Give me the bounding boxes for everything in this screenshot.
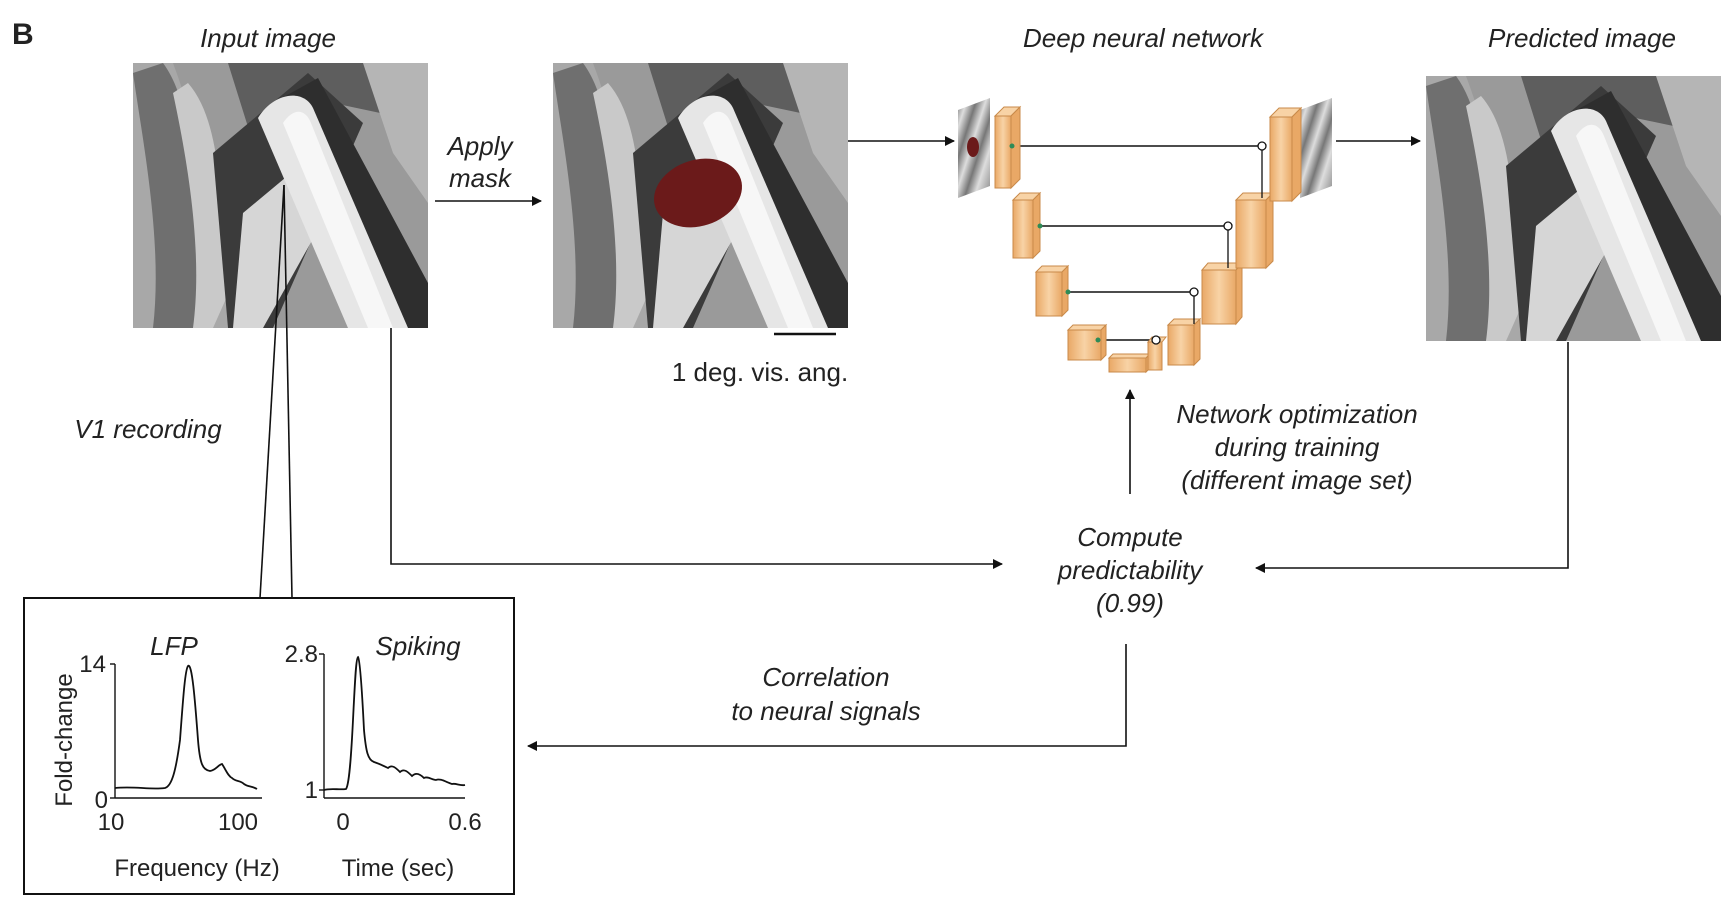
spiking-xtick-left: 0 bbox=[336, 809, 349, 836]
spiking-ytick-top: 2.8 bbox=[285, 641, 318, 668]
skip-nodes bbox=[1009, 143, 1101, 343]
encoder-block-4 bbox=[1066, 323, 1108, 362]
correlation-label-2: to neural signals bbox=[731, 696, 920, 726]
compute-label-2: predictability bbox=[1057, 555, 1205, 585]
lfp-ylabel: Fold-change bbox=[51, 673, 78, 806]
unet-diagram bbox=[958, 98, 1332, 374]
correlation-label-1: Correlation bbox=[762, 662, 889, 692]
input-image bbox=[133, 63, 428, 328]
decoder-block-2 bbox=[1234, 191, 1275, 270]
spiking-title: Spiking bbox=[375, 631, 461, 661]
neural-signals-inset bbox=[23, 597, 515, 895]
lfp-ytick-bottom: 0 bbox=[95, 787, 108, 814]
spiking-xtick-right: 0.6 bbox=[448, 809, 481, 836]
decoder-block-4 bbox=[1146, 317, 1202, 371]
optimization-label-2: during training bbox=[1215, 432, 1380, 462]
lfp-title: LFP bbox=[150, 631, 198, 661]
lfp-ytick-top: 14 bbox=[79, 651, 106, 678]
apply-mask-label-1: Apply bbox=[445, 131, 514, 161]
scale-bar-label: 1 deg. vis. ang. bbox=[672, 357, 848, 387]
predicted-image-title: Predicted image bbox=[1488, 23, 1676, 53]
lfp-xlabel: Frequency (Hz) bbox=[114, 855, 279, 882]
optimization-label-1: Network optimization bbox=[1176, 399, 1417, 429]
encoder-block-2 bbox=[1011, 191, 1042, 260]
lfp-plot: LFP Fold-change 14 0 10 100 Frequency (H… bbox=[51, 631, 280, 882]
compute-label-3: (0.99) bbox=[1096, 588, 1164, 618]
masked-image bbox=[553, 63, 848, 328]
lfp-xtick-right: 100 bbox=[218, 809, 258, 836]
spiking-xlabel: Time (sec) bbox=[342, 855, 454, 882]
decoder-block-3 bbox=[1200, 261, 1244, 326]
lfp-curve bbox=[114, 665, 258, 790]
network-input-patch bbox=[958, 98, 990, 198]
encoder-block-3 bbox=[1034, 264, 1070, 318]
spiking-plot: Spiking 2.8 1 0 0.6 Time (sec) bbox=[285, 631, 482, 882]
v1-recording-label: V1 recording bbox=[74, 414, 222, 444]
optimization-label-3: (different image set) bbox=[1181, 465, 1412, 495]
apply-mask-label-2: mask bbox=[449, 163, 513, 193]
panel-label: B bbox=[12, 18, 34, 51]
decoder-block-1 bbox=[1268, 106, 1303, 203]
network-title: Deep neural network bbox=[1023, 23, 1265, 53]
lfp-xtick-left: 10 bbox=[98, 809, 125, 836]
compute-label-1: Compute bbox=[1077, 522, 1183, 552]
compute-to-signals-arrow bbox=[527, 644, 1127, 751]
input-image-title: Input image bbox=[200, 23, 336, 53]
input-to-compute-arrow bbox=[390, 328, 1003, 569]
bottleneck-block bbox=[1107, 352, 1152, 374]
spiking-ytick-bottom: 1 bbox=[305, 777, 318, 804]
upsample-connectors bbox=[1151, 141, 1267, 345]
spiking-curve bbox=[323, 655, 466, 791]
mask-ellipse bbox=[654, 158, 742, 228]
encoder-block-1 bbox=[993, 105, 1022, 190]
network-output-patch bbox=[1300, 98, 1332, 198]
electrode-shank bbox=[259, 184, 293, 599]
predicted-image bbox=[1426, 76, 1721, 341]
predicted-to-compute-arrow bbox=[1255, 342, 1569, 573]
